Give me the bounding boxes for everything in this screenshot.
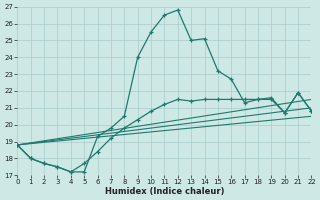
X-axis label: Humidex (Indice chaleur): Humidex (Indice chaleur) xyxy=(105,187,224,196)
